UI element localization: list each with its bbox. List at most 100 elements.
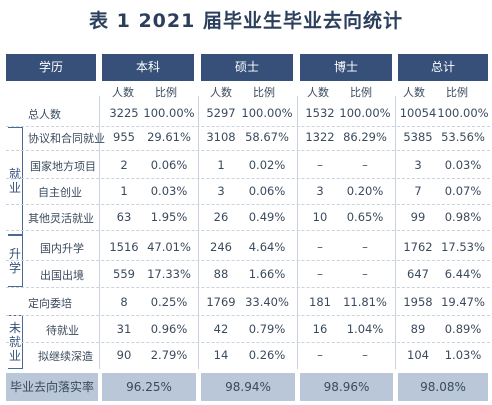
cell-count: – [317,267,323,281]
table-row: 国家地方项目 2 0.06% 1 0.02% – – 3 0.03% [0,156,492,176]
section-further-study: 升 学 [8,235,23,287]
cell-ratio: 0.49% [248,210,286,224]
header-doctor: 博士 [300,54,392,81]
cell-count: 559 [113,267,135,281]
cell-ratio: 0.25% [150,295,188,309]
cell-ratio: 53.56% [441,130,485,144]
cell-count: – [317,240,323,254]
footer-rate-bachelor: 96.25% [102,373,196,401]
cell-count: – [317,348,323,362]
cell-ratio: 0.03% [150,184,188,198]
cell-ratio: 1.95% [150,210,188,224]
sub-count-total: 人数 [403,86,425,99]
cell-ratio: 0.89% [444,322,482,336]
header-master: 硕士 [201,54,293,81]
cell-ratio: 11.81% [343,295,387,309]
cell-ratio: 19.47% [441,295,485,309]
sub-ratio-total: 比例 [446,86,468,99]
footer-rate-doctor: 98.96% [300,373,393,401]
section-further-label: 升 学 [8,247,21,275]
row-label: 拟继续深造 [38,350,93,363]
cell-count: 10054 [399,106,437,120]
cell-count: 90 [116,348,132,362]
row-label: 国内升学 [40,242,84,255]
cell-count: 26 [213,210,229,224]
row-label: 自主创业 [38,186,82,199]
table-row: 国内升学 1516 47.01% 246 4.64% – – 1762 17.53% [0,238,492,258]
header-total: 总计 [398,54,488,81]
header-row: 学历 本科 硕士 博士 总计 [0,54,492,81]
cell-ratio: 0.98% [444,210,482,224]
cell-ratio: – [362,158,368,172]
cell-count: 3 [414,158,422,172]
cell-ratio: – [362,267,368,281]
row-divider [6,178,490,179]
footer-rate-total: 98.08% [398,373,488,401]
cell-count: 42 [213,322,229,336]
cell-count: 181 [309,295,331,309]
cell-ratio: 100.00% [437,106,489,120]
cell-ratio: 86.29% [343,130,387,144]
cell-count: 955 [113,130,135,144]
cell-ratio: 0.02% [248,158,286,172]
sub-ratio-doctor: 比例 [350,86,372,99]
row-divider [6,230,490,231]
cell-count: 3108 [206,130,236,144]
cell-ratio: 0.07% [444,184,482,198]
row-divider [6,150,490,151]
footer-label: 毕业去向落实率 [6,373,98,401]
cell-count: 14 [213,348,229,362]
header-bachelor: 本科 [102,54,194,81]
table-row: 协议和合同就业 955 29.61% 3108 58.67% 1322 86.29% 5385… [0,128,492,148]
column-divider [99,96,100,369]
subheader-row: 人数 比例 人数 比例 人数 比例 人数 比例 [0,82,492,100]
cell-count: 1 [120,184,128,198]
cell-ratio: 4.64% [248,240,286,254]
cell-ratio: 17.33% [147,267,191,281]
cell-count: 99 [410,210,426,224]
cell-ratio: 1.66% [248,267,286,281]
row-divider [6,315,490,316]
cell-count: 104 [407,348,429,362]
cell-count: 1769 [206,295,236,309]
table-row: 拟继续深造 90 2.79% 14 0.26% – – 104 1.03% [0,346,492,366]
cell-ratio: 29.61% [147,130,191,144]
cell-ratio: 0.20% [346,184,384,198]
cell-count: 3 [217,184,225,198]
cell-count: – [317,158,323,172]
cell-ratio: 0.03% [444,158,482,172]
column-divider [297,96,298,369]
cell-ratio: 6.44% [444,267,482,281]
table-title: 表 1 2021 届毕业生毕业去向统计 [89,10,403,32]
table-row: 自主创业 1 0.03% 3 0.06% 3 0.20% 7 0.07% [0,182,492,202]
cell-ratio: 2.79% [150,348,188,362]
cell-count: 1762 [403,240,433,254]
cell-count: 1322 [305,130,335,144]
cell-count: 3 [316,184,324,198]
cell-count: 246 [210,240,232,254]
table-row: 出国出境 559 17.33% 88 1.66% – – 647 6.44% [0,265,492,285]
sub-count-master: 人数 [210,86,232,99]
cell-ratio: 1.03% [444,348,482,362]
sub-count-bachelor: 人数 [112,86,134,99]
cell-count: 7 [414,184,422,198]
cell-ratio: 0.96% [150,322,188,336]
footer-rate-master: 98.94% [201,373,295,401]
row-label: 协议和合同就业 [28,132,105,145]
cell-count: 1 [217,158,225,172]
cell-count: 5385 [403,130,433,144]
column-divider [198,96,199,369]
sub-ratio-bachelor: 比例 [155,86,177,99]
section-employment: 就 业 [8,127,23,235]
cell-count: 3225 [109,106,139,120]
cell-ratio: – [362,348,368,362]
cell-ratio: 47.01% [147,240,191,254]
sub-count-doctor: 人数 [307,86,329,99]
cell-count: 88 [213,267,229,281]
header-degree: 学历 [6,54,96,81]
row-label: 其他灵活就业 [28,212,94,225]
cell-ratio: 0.65% [346,210,384,224]
cell-count: 31 [116,322,132,336]
cell-ratio: 17.53% [441,240,485,254]
table-row: 其他灵活就业 63 1.95% 26 0.49% 10 0.65% 99 0.98% [0,208,492,228]
